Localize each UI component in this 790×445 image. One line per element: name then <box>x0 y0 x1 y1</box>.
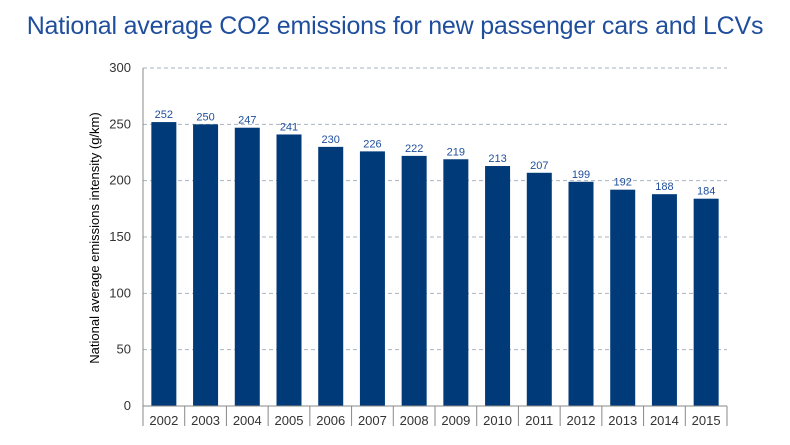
y-tick-label: 100 <box>109 285 131 300</box>
chart-title: National average CO2 emissions for new p… <box>26 12 764 40</box>
bar <box>276 134 302 406</box>
x-tick-label: 2015 <box>692 413 721 428</box>
x-tick-label: 2005 <box>275 413 304 428</box>
x-tick-label: 2013 <box>608 413 637 428</box>
y-tick-label: 250 <box>109 116 131 131</box>
x-tick-label: 2008 <box>400 413 429 428</box>
bar <box>526 172 552 406</box>
data-label: 222 <box>405 143 423 155</box>
data-label: 184 <box>697 186 715 198</box>
bar <box>318 146 344 406</box>
x-tick-label: 2007 <box>358 413 387 428</box>
y-tick-label: 50 <box>117 342 131 357</box>
bar <box>401 155 427 406</box>
bar <box>234 127 260 407</box>
x-tick-label: 2012 <box>567 413 596 428</box>
data-label: 213 <box>488 153 506 165</box>
data-label: 199 <box>572 169 590 181</box>
data-label: 230 <box>322 134 340 146</box>
data-label: 219 <box>447 146 465 158</box>
y-tick-label: 0 <box>124 398 131 413</box>
bar <box>151 122 177 406</box>
x-tick-label: 2002 <box>149 413 178 428</box>
bar <box>359 151 385 406</box>
data-label: 207 <box>530 160 548 172</box>
y-tick-label: 300 <box>109 60 131 75</box>
y-tick-label: 150 <box>109 229 131 244</box>
bar <box>651 194 677 406</box>
axes: 0 50 100 150 200 250 300 2002 2003 2004 2005 2006 20… <box>109 60 728 428</box>
x-tick-label: 2004 <box>233 413 262 428</box>
bar <box>193 124 219 406</box>
data-label: 241 <box>280 121 298 133</box>
bar <box>485 166 511 406</box>
x-tick-label: 2006 <box>316 413 345 428</box>
data-label: 250 <box>196 111 214 123</box>
x-tick-label: 2011 <box>525 413 553 428</box>
data-label: 192 <box>614 177 632 189</box>
data-label: 247 <box>238 115 256 127</box>
data-label: 252 <box>155 109 173 121</box>
data-label: 188 <box>655 181 673 193</box>
bars <box>151 122 719 407</box>
bar <box>568 181 594 406</box>
y-axis-label: National average emissions intensity (g/… <box>87 112 102 363</box>
y-tick-label: 200 <box>109 173 131 188</box>
x-tick-label: 2010 <box>483 413 512 428</box>
data-label: 226 <box>363 138 381 150</box>
data-labels: 252 250 247 241 230 226 222 219 213 207 199 192 188 1… <box>155 109 716 198</box>
gridlines <box>143 67 727 351</box>
x-tick-label: 2009 <box>441 413 470 428</box>
x-tick-label: 2003 <box>191 413 220 428</box>
bar <box>693 198 719 406</box>
x-tick-label: 2014 <box>650 413 679 428</box>
bar <box>443 159 469 406</box>
bar <box>610 189 636 406</box>
